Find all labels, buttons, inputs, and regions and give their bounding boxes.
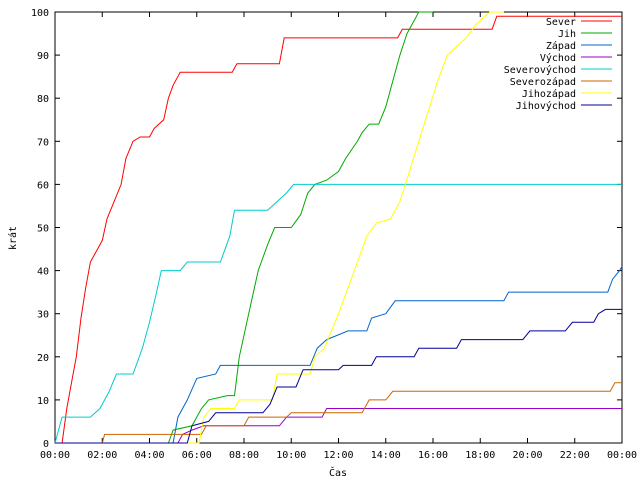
y-tick-label: 90 xyxy=(37,51,49,62)
series-line-7 xyxy=(55,308,622,444)
x-tick-label: 12:00 xyxy=(323,450,353,461)
y-tick-label: 70 xyxy=(37,137,49,148)
series-line-5 xyxy=(55,382,622,444)
x-tick-label: 16:00 xyxy=(418,450,448,461)
series-line-0 xyxy=(55,15,622,444)
y-tick-label: 40 xyxy=(37,267,49,278)
x-tick-label: 08:00 xyxy=(229,450,259,461)
legend-label: Jihozápad xyxy=(522,88,576,100)
legend-label: Severovýchod xyxy=(504,64,576,76)
y-tick-label: 50 xyxy=(37,224,49,235)
x-axis-title: Čas xyxy=(329,466,347,479)
legend-label: Severozápad xyxy=(510,76,576,88)
legend-label: Východ xyxy=(540,52,576,64)
x-tick-label: 04:00 xyxy=(134,450,164,461)
x-tick-label: 02:00 xyxy=(87,450,117,461)
y-axis-ticks: 0 10 20 30 40 50 60 70 80 90 100 xyxy=(31,8,622,450)
y-tick-label: 80 xyxy=(37,94,49,105)
series-line-1 xyxy=(55,11,433,444)
y-tick-label: 10 xyxy=(37,396,49,407)
legend: SeverJihZápadVýchodSeverovýchodSeverozáp… xyxy=(504,17,612,112)
series-line-3 xyxy=(55,408,622,444)
y-tick-label: 30 xyxy=(37,310,49,321)
series-lines xyxy=(54,11,623,444)
x-tick-label: 10:00 xyxy=(276,450,306,461)
y-tick-label: 100 xyxy=(31,8,49,19)
x-tick-label: 00:00 xyxy=(607,450,637,461)
series-line-4 xyxy=(54,183,622,444)
series-line-6 xyxy=(55,11,504,444)
legend-label: Jihovýchod xyxy=(516,100,576,112)
legend-label: Západ xyxy=(546,40,576,52)
x-axis-ticks: 00:00 02:00 04:00 06:00 08:00 10:00 12:00 14:00… xyxy=(40,12,637,461)
x-tick-label: 14:00 xyxy=(371,450,401,461)
x-tick-label: 06:00 xyxy=(182,450,212,461)
series-line-2 xyxy=(55,266,623,444)
legend-label: Jih xyxy=(558,29,576,40)
x-tick-label: 20:00 xyxy=(512,450,542,461)
y-tick-label: 0 xyxy=(43,439,49,450)
y-tick-label: 60 xyxy=(37,180,49,191)
x-tick-label: 22:00 xyxy=(560,450,590,461)
legend-label: Sever xyxy=(546,17,576,28)
x-tick-label: 18:00 xyxy=(465,450,495,461)
x-tick-label: 00:00 xyxy=(40,450,70,461)
y-tick-label: 20 xyxy=(37,353,49,364)
y-axis-title: krát xyxy=(7,226,19,250)
